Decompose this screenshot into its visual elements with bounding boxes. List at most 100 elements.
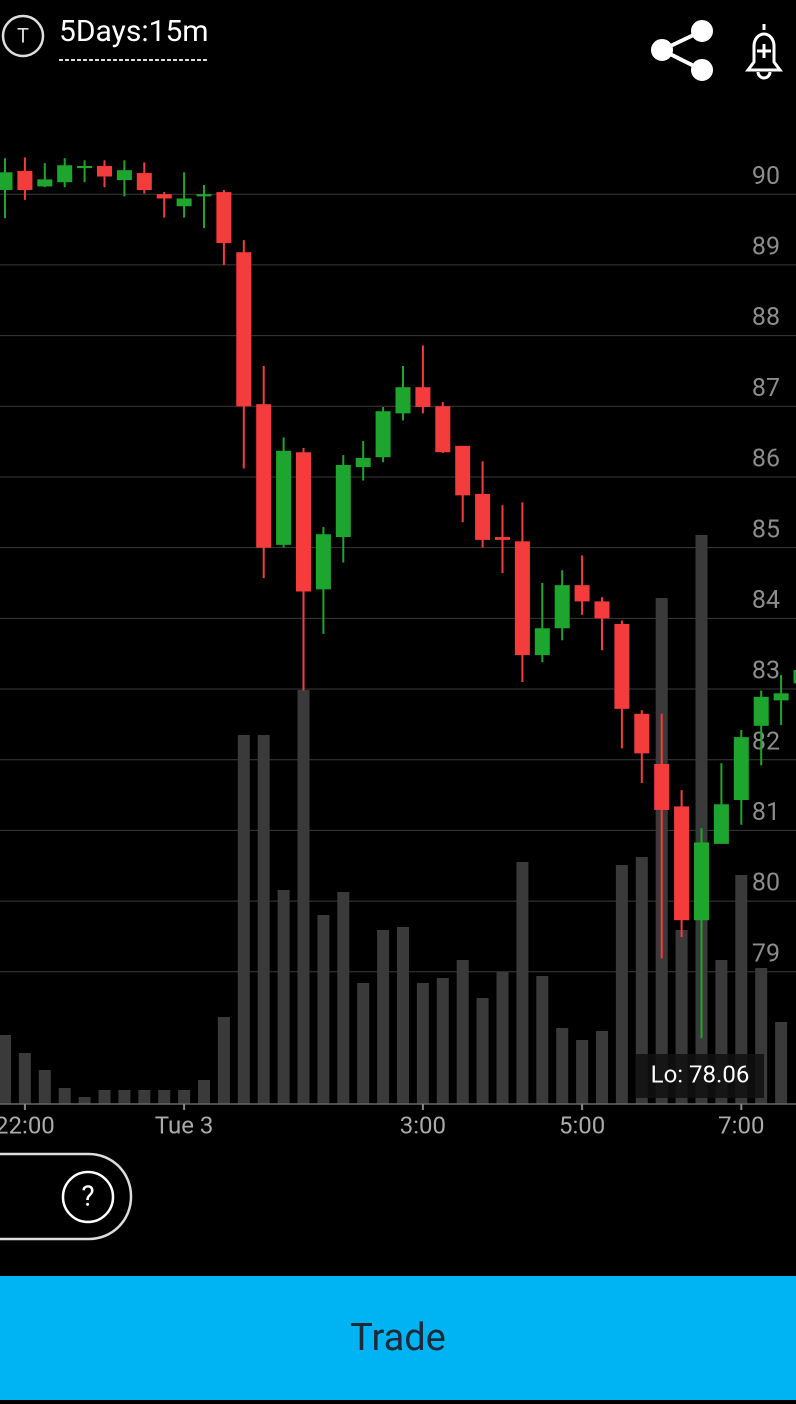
- volume-bar: [457, 960, 469, 1104]
- volume-bar: [298, 690, 310, 1104]
- y-tick-label: 86: [752, 445, 780, 474]
- symbol-icon-label: T: [17, 23, 29, 47]
- y-tick-label: 83: [752, 657, 780, 686]
- candle-body: [296, 452, 311, 591]
- share-dot: [653, 41, 671, 59]
- timeframe[interactable]: 5Days:15m: [59, 14, 209, 49]
- y-tick-label: 82: [752, 727, 780, 756]
- candle-body: [396, 387, 411, 413]
- volume-bar: [59, 1088, 71, 1104]
- volume-bar: [437, 978, 449, 1104]
- candle-body: [97, 166, 112, 177]
- volume-bar: [258, 735, 270, 1104]
- volume-bar: [357, 983, 369, 1104]
- x-tick-label: 22:00: [0, 1111, 55, 1139]
- candle-body: [177, 198, 192, 206]
- volume-bar: [417, 983, 429, 1104]
- volume-bar: [477, 998, 489, 1104]
- candle-body: [634, 714, 649, 754]
- candle-body: [575, 585, 590, 601]
- candle-body: [0, 172, 13, 190]
- y-tick-label: 87: [752, 374, 780, 403]
- candle-body: [455, 446, 470, 495]
- volume-bar: [138, 1090, 150, 1104]
- y-tick-label: 81: [752, 798, 780, 827]
- volume-bar: [397, 927, 409, 1104]
- volume-bar: [99, 1090, 111, 1104]
- candle-body: [376, 411, 391, 457]
- candle-body: [17, 171, 32, 190]
- volume-bar: [39, 1070, 51, 1104]
- candle-body: [216, 192, 231, 243]
- candle-body: [435, 406, 450, 452]
- volume-bar: [278, 890, 290, 1104]
- y-tick-label: 89: [752, 233, 780, 262]
- y-tick-label: 80: [752, 869, 780, 898]
- y-tick-label: 79: [752, 939, 780, 968]
- candle-body: [674, 806, 689, 920]
- y-tick-label: 90: [752, 162, 780, 191]
- candle-body: [714, 804, 729, 844]
- volume-bar: [198, 1080, 210, 1104]
- candle-body: [555, 585, 570, 628]
- candle-body: [654, 764, 669, 810]
- volume-bar: [556, 1028, 568, 1104]
- share-dot: [693, 22, 711, 40]
- candle-body: [137, 173, 152, 190]
- volume-bar: [238, 735, 250, 1104]
- candle-body: [774, 693, 789, 700]
- candle-body: [336, 465, 351, 537]
- candle-body: [754, 697, 769, 726]
- y-tick-label: 88: [752, 303, 780, 332]
- volume-bar: [317, 915, 329, 1104]
- y-tick-label: 85: [752, 515, 780, 544]
- help-label: ?: [81, 1179, 94, 1212]
- x-tick-label: 3:00: [400, 1111, 446, 1139]
- y-tick-label: 84: [752, 586, 780, 615]
- candle-body: [535, 628, 550, 655]
- candle-body: [495, 537, 510, 540]
- candle-body: [197, 194, 212, 196]
- candle-body: [236, 252, 251, 406]
- candle-body: [415, 387, 430, 407]
- candle-body: [117, 170, 132, 180]
- candle-body: [475, 494, 490, 540]
- candle-body: [515, 541, 530, 655]
- candle-body: [77, 166, 92, 168]
- candle-body: [37, 179, 52, 186]
- candle-body: [157, 194, 172, 198]
- candle-body: [694, 842, 709, 920]
- candle-body: [57, 165, 72, 182]
- volume-bar: [337, 892, 349, 1104]
- candle-body: [734, 737, 749, 800]
- candle-body: [614, 624, 629, 709]
- x-tick-label: Tue 3: [155, 1111, 214, 1139]
- trade-button-label: Trade: [350, 1316, 446, 1360]
- volume-bar: [576, 1040, 588, 1104]
- x-tick-label: 7:00: [718, 1111, 764, 1139]
- volume-bar: [377, 930, 389, 1104]
- volume-bar: [497, 972, 509, 1104]
- volume-bar: [596, 1031, 608, 1104]
- volume-bar: [118, 1090, 130, 1104]
- candle-body: [256, 404, 271, 548]
- candle-body: [316, 534, 331, 589]
- volume-bar: [0, 1035, 11, 1104]
- volume-bar: [775, 1022, 787, 1104]
- volume-bar: [19, 1053, 31, 1104]
- volume-bar: [178, 1090, 190, 1104]
- volume-bar: [79, 1097, 91, 1104]
- candle-body: [356, 458, 371, 467]
- volume-bar: [616, 865, 628, 1104]
- volume-bar: [536, 976, 548, 1104]
- low-annotation: Lo: 78.06: [651, 1060, 750, 1088]
- candle-body: [276, 451, 291, 545]
- volume-bar: [516, 862, 528, 1104]
- share-dot: [693, 61, 711, 79]
- x-tick-label: 5:00: [559, 1111, 605, 1139]
- volume-bar: [158, 1090, 170, 1104]
- candle-body: [595, 601, 610, 618]
